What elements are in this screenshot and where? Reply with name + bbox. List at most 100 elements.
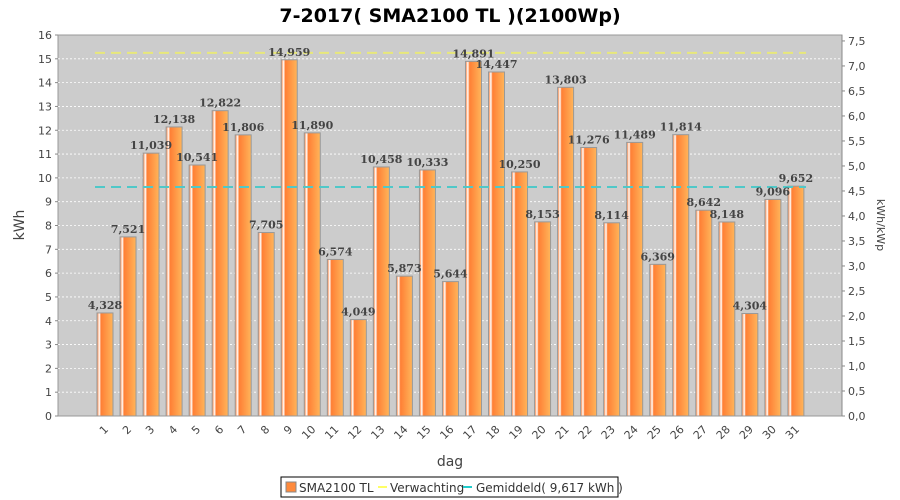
value-label: 12,138 <box>153 113 195 126</box>
y-tick-label: 13 <box>38 100 52 113</box>
y2-tick-label: 4,0 <box>848 210 866 223</box>
bar-day-4 <box>165 126 183 417</box>
x-tick-label: 25 <box>645 423 664 442</box>
y-tick-label: 8 <box>45 220 52 233</box>
y2-tick-label: 7,5 <box>848 35 866 48</box>
y2-axis-ticks: 0,0 0,5 1,0 1,5 2,0 2,5 3,0 3,5 4,0 4,5 5,0 5,5 6,0 6… <box>842 35 866 423</box>
bar-day-3 <box>142 152 160 417</box>
x-tick-label: 9 <box>281 423 295 437</box>
bar-day-12 <box>349 319 367 417</box>
value-label: 10,333 <box>406 156 448 169</box>
value-label: 7,521 <box>111 223 145 236</box>
x-tick-label: 6 <box>212 423 226 437</box>
y-tick-label: 11 <box>38 148 52 161</box>
bar-day-22 <box>580 146 598 417</box>
bar-day-28 <box>718 221 736 417</box>
y2-tick-label: 6,5 <box>848 85 866 98</box>
y2-tick-label: 6,0 <box>848 110 866 123</box>
y-axis-label: kWh <box>12 210 28 241</box>
y-tick-label: 10 <box>38 172 52 185</box>
bar-day-7 <box>234 134 252 417</box>
x-tick-label: 1 <box>97 423 111 437</box>
bar-day-24 <box>626 141 644 417</box>
y-tick-label: 5 <box>45 291 52 304</box>
bar-day-31 <box>787 185 805 417</box>
bar-day-8 <box>257 232 275 417</box>
x-tick-label: 24 <box>622 423 641 442</box>
x-tick-label: 26 <box>668 423 687 442</box>
bars <box>96 59 805 417</box>
x-tick-label: 5 <box>189 423 203 437</box>
value-label: 11,276 <box>568 133 610 146</box>
value-label: 5,644 <box>433 268 468 281</box>
x-tick-label: 18 <box>484 423 503 442</box>
y2-tick-label: 4,5 <box>848 185 866 198</box>
bar-day-16 <box>441 281 459 417</box>
value-label: 9,652 <box>779 172 813 185</box>
value-label: 11,890 <box>291 119 333 132</box>
value-label: 4,304 <box>733 300 768 313</box>
x-tick-label: 11 <box>322 423 341 442</box>
bar-day-11 <box>326 258 344 417</box>
x-tick-label: 30 <box>760 423 779 442</box>
reference-lines <box>95 51 806 188</box>
value-labels: 4,328 7,521 11,039 12,138 10,541 12,822 11,806… <box>88 46 813 319</box>
value-label: 11,489 <box>614 128 656 141</box>
y2-axis-label: kWh/kWp <box>874 199 887 251</box>
value-label: 7,705 <box>249 219 283 232</box>
x-tick-label: 31 <box>783 423 802 442</box>
x-tick-label: 28 <box>714 423 733 442</box>
value-label: 14,959 <box>268 46 310 59</box>
bar-day-27 <box>695 209 713 417</box>
bar-day-14 <box>395 275 413 417</box>
x-tick-label: 15 <box>414 423 433 442</box>
bar-day-17 <box>464 60 482 417</box>
legend-item-verwachting: Verwachting <box>390 481 464 495</box>
value-label: 4,328 <box>88 299 123 312</box>
bar-day-30 <box>764 198 782 417</box>
y2-tick-label: 3,5 <box>848 235 866 248</box>
x-tick-label: 7 <box>235 423 249 437</box>
bar-day-26 <box>672 134 690 417</box>
x-tick-label: 2 <box>120 423 134 437</box>
bar-day-13 <box>372 166 390 417</box>
value-label: 8,148 <box>710 208 745 221</box>
value-label: 9,096 <box>756 185 791 198</box>
bar-day-25 <box>649 263 667 417</box>
bar-day-19 <box>511 171 529 417</box>
y-tick-label: 2 <box>45 362 52 375</box>
value-label: 10,458 <box>360 153 402 166</box>
y2-tick-label: 0,5 <box>848 385 866 398</box>
legend-item-gemiddeld: Gemiddeld( 9,617 kWh ) <box>476 481 623 495</box>
y-tick-label: 4 <box>45 315 52 328</box>
value-label: 12,822 <box>199 97 241 110</box>
y2-tick-label: 3,0 <box>848 260 866 273</box>
bar-day-21 <box>557 86 575 417</box>
bar-day-2 <box>119 236 137 417</box>
y2-tick-label: 7,0 <box>848 60 866 73</box>
y2-tick-label: 5,0 <box>848 160 866 173</box>
y2-tick-label: 1,0 <box>848 360 866 373</box>
value-label: 6,369 <box>640 250 674 263</box>
y-tick-label: 16 <box>38 29 52 42</box>
x-tick-label: 21 <box>553 423 572 442</box>
value-label: 11,806 <box>222 121 264 134</box>
legend: SMA2100 TL Verwachting Gemiddeld( 9,617 … <box>280 476 623 498</box>
y-tick-label: 12 <box>38 124 52 137</box>
value-label: 8,642 <box>687 196 721 209</box>
y-tick-label: 0 <box>45 410 52 423</box>
bar-day-1 <box>96 312 114 417</box>
x-tick-label: 13 <box>368 423 387 442</box>
x-axis-label: dag <box>437 454 463 470</box>
y-tick-label: 7 <box>45 243 52 256</box>
bar-day-23 <box>603 222 621 417</box>
x-tick-label: 16 <box>437 423 456 442</box>
y2-tick-label: 2,5 <box>848 285 866 298</box>
value-label: 10,541 <box>176 151 218 164</box>
y2-tick-label: 2,0 <box>848 310 866 323</box>
y-tick-label: 1 <box>45 386 52 399</box>
x-axis-ticks: 1 2 3 4 5 6 7 8 9 10 11 12 13 14 15 16 17 18 19 20 21 22 23 24 2… <box>97 423 802 442</box>
value-label: 11,814 <box>660 121 702 134</box>
